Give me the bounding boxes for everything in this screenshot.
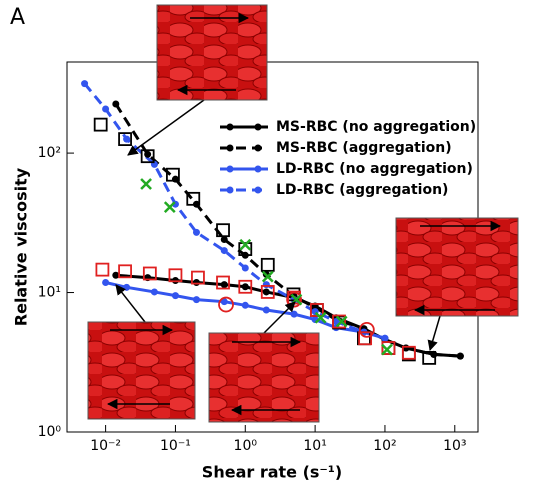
data-point bbox=[123, 135, 131, 143]
data-point bbox=[168, 268, 183, 283]
pointer-arrow bbox=[263, 301, 296, 334]
data-point bbox=[163, 201, 176, 213]
data-point bbox=[192, 228, 200, 236]
data-point bbox=[309, 303, 324, 317]
data-point bbox=[171, 292, 179, 300]
data-point bbox=[238, 279, 253, 294]
data-point bbox=[456, 352, 464, 360]
data-point bbox=[260, 257, 275, 272]
data-point bbox=[118, 264, 132, 279]
data-point bbox=[332, 317, 340, 325]
x-tick-label: 10² bbox=[373, 438, 396, 454]
data-point bbox=[335, 315, 348, 328]
data-point bbox=[93, 117, 108, 132]
data-point bbox=[220, 281, 228, 289]
data-point bbox=[358, 321, 375, 338]
data-point bbox=[144, 150, 152, 158]
x-tick-label: 10³ bbox=[443, 438, 466, 454]
y-axis-label: Relative viscosity bbox=[12, 167, 31, 326]
x-tick-label: 10⁻¹ bbox=[160, 438, 191, 454]
data-point bbox=[262, 306, 270, 314]
plot-area: 10⁻² 10⁻¹ 10⁰ 10¹ 10² 10³ 10⁰ 10¹ 10² bbox=[38, 80, 467, 454]
inset-images bbox=[87, 4, 519, 423]
legend-label: MS-RBC (no aggregation) bbox=[276, 119, 476, 135]
data-point bbox=[220, 236, 228, 244]
data-point bbox=[262, 288, 270, 296]
data-point bbox=[422, 350, 437, 365]
data-point bbox=[102, 105, 110, 113]
data-point bbox=[142, 266, 157, 281]
data-point bbox=[220, 298, 228, 306]
data-point bbox=[381, 341, 396, 355]
legend-swatch bbox=[226, 123, 234, 131]
legend-label: MS-RBC (aggregation) bbox=[276, 140, 452, 156]
data-point bbox=[192, 279, 200, 287]
data-point bbox=[102, 279, 110, 287]
series bbox=[140, 178, 393, 356]
legend-label: LD-RBC (no aggregation) bbox=[276, 161, 473, 177]
x-tick-label: 10¹ bbox=[303, 438, 326, 454]
data-point bbox=[290, 310, 298, 318]
y-tick-label: 10² bbox=[38, 145, 61, 161]
x-tick-label: 10⁰ bbox=[234, 438, 258, 454]
data-point bbox=[261, 270, 274, 283]
data-point bbox=[123, 283, 131, 291]
data-point bbox=[112, 271, 120, 279]
data-point bbox=[241, 264, 249, 272]
data-point bbox=[81, 80, 89, 88]
data-point bbox=[260, 285, 275, 299]
data-point bbox=[191, 270, 205, 285]
data-point bbox=[241, 283, 249, 291]
data-point bbox=[95, 262, 110, 277]
data-point bbox=[140, 149, 155, 164]
data-point bbox=[166, 167, 180, 182]
pointer-arrow bbox=[427, 315, 441, 352]
legend-swatch bbox=[226, 186, 234, 194]
y-tick-label: 10⁰ bbox=[38, 424, 62, 440]
legend-label: LD-RBC (aggregation) bbox=[276, 182, 448, 198]
data-point bbox=[218, 296, 234, 313]
legend-swatch bbox=[254, 165, 262, 173]
x-axis-label: Shear rate (s⁻¹) bbox=[202, 463, 342, 482]
data-point bbox=[118, 132, 132, 146]
legend-swatch bbox=[226, 144, 234, 152]
data-point bbox=[150, 288, 158, 296]
y-tick-label: 10¹ bbox=[38, 285, 61, 301]
data-point bbox=[140, 178, 152, 190]
data-point bbox=[401, 345, 416, 360]
legend-swatch bbox=[254, 186, 262, 194]
data-point bbox=[112, 100, 120, 108]
data-point bbox=[332, 314, 346, 329]
data-point bbox=[192, 296, 200, 304]
legend-swatch bbox=[254, 144, 262, 152]
data-point bbox=[171, 175, 179, 183]
data-point bbox=[220, 247, 228, 255]
inset bbox=[395, 217, 519, 317]
data-point bbox=[186, 191, 201, 206]
data-point bbox=[358, 331, 373, 346]
inset bbox=[208, 332, 320, 423]
data-point bbox=[381, 343, 393, 356]
panel-label: A bbox=[10, 5, 25, 30]
legend: MS-RBC (no aggregation) MS-RBC (aggregati… bbox=[220, 119, 476, 198]
data-point bbox=[216, 223, 230, 238]
data-point bbox=[239, 238, 252, 251]
legend-swatch bbox=[254, 123, 262, 131]
data-point bbox=[381, 334, 389, 342]
pointer-arrow bbox=[127, 99, 205, 156]
legend-swatch bbox=[226, 165, 234, 173]
x-tick-label: 10⁻² bbox=[90, 438, 121, 454]
pointer-arrow bbox=[115, 284, 146, 323]
data-point bbox=[314, 311, 327, 324]
inset bbox=[156, 4, 268, 101]
data-point bbox=[216, 275, 230, 290]
data-point bbox=[241, 301, 249, 309]
inset bbox=[87, 321, 196, 420]
